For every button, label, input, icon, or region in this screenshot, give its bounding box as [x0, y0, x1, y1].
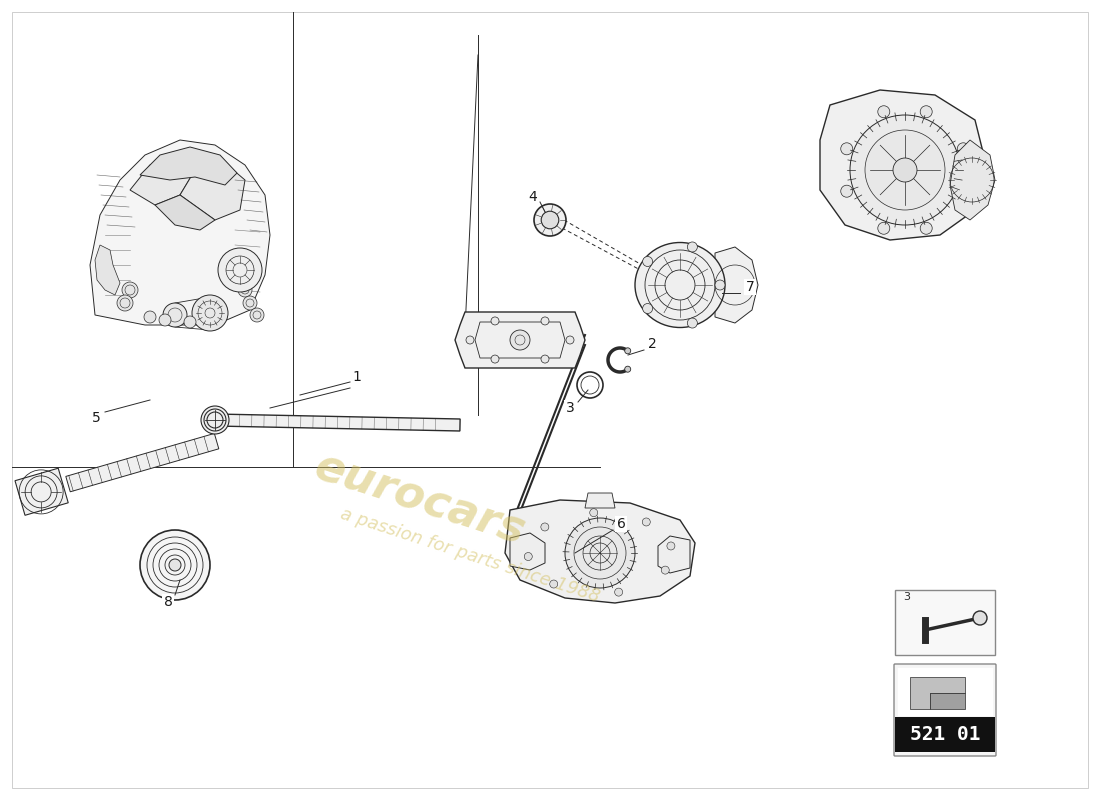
Text: 7: 7	[746, 280, 755, 294]
Circle shape	[144, 311, 156, 323]
Text: 2: 2	[648, 337, 657, 351]
Polygon shape	[66, 434, 219, 492]
Circle shape	[466, 336, 474, 344]
Polygon shape	[155, 195, 214, 230]
Circle shape	[642, 303, 652, 314]
Circle shape	[661, 566, 669, 574]
Circle shape	[878, 106, 890, 118]
Circle shape	[160, 314, 170, 326]
Circle shape	[491, 317, 499, 325]
Polygon shape	[910, 677, 965, 709]
Circle shape	[122, 282, 138, 298]
Circle shape	[201, 406, 229, 434]
Circle shape	[921, 222, 932, 234]
Text: a passion for parts since 1988: a passion for parts since 1988	[338, 505, 602, 606]
Circle shape	[491, 355, 499, 363]
Polygon shape	[505, 500, 695, 603]
Text: 6: 6	[617, 517, 626, 531]
Circle shape	[957, 142, 969, 154]
Text: eurocars: eurocars	[309, 446, 531, 554]
Circle shape	[615, 588, 623, 596]
Circle shape	[566, 336, 574, 344]
Text: 521 01: 521 01	[910, 726, 980, 745]
Polygon shape	[180, 163, 245, 220]
Polygon shape	[930, 693, 965, 709]
Circle shape	[565, 518, 635, 588]
Circle shape	[642, 518, 650, 526]
Circle shape	[218, 248, 262, 292]
Circle shape	[850, 115, 960, 225]
Text: 3: 3	[565, 401, 574, 415]
Polygon shape	[130, 155, 195, 205]
Circle shape	[893, 158, 917, 182]
Circle shape	[243, 296, 257, 310]
Circle shape	[625, 366, 630, 372]
Ellipse shape	[635, 242, 725, 327]
Text: 5: 5	[91, 411, 100, 425]
Polygon shape	[585, 493, 615, 508]
FancyBboxPatch shape	[894, 664, 996, 756]
Polygon shape	[214, 414, 460, 431]
Circle shape	[163, 303, 187, 327]
Circle shape	[878, 222, 890, 234]
Polygon shape	[90, 140, 270, 325]
Circle shape	[184, 316, 196, 328]
Polygon shape	[715, 247, 758, 323]
Circle shape	[865, 130, 945, 210]
Circle shape	[541, 211, 559, 229]
Text: 4: 4	[529, 190, 538, 204]
Circle shape	[534, 204, 566, 236]
Circle shape	[688, 318, 697, 328]
Circle shape	[238, 283, 252, 297]
Circle shape	[192, 295, 228, 331]
Circle shape	[625, 348, 630, 354]
Circle shape	[715, 280, 725, 290]
Circle shape	[642, 257, 652, 266]
Text: 1: 1	[353, 370, 362, 384]
Polygon shape	[140, 147, 236, 185]
Circle shape	[117, 295, 133, 311]
Circle shape	[250, 308, 264, 322]
Circle shape	[957, 186, 969, 198]
Polygon shape	[455, 312, 585, 368]
Circle shape	[541, 355, 549, 363]
Polygon shape	[820, 90, 984, 240]
Circle shape	[169, 559, 182, 571]
FancyBboxPatch shape	[895, 590, 996, 655]
Circle shape	[510, 330, 530, 350]
Circle shape	[541, 317, 549, 325]
Polygon shape	[950, 140, 996, 220]
Text: 8: 8	[164, 595, 173, 609]
Polygon shape	[510, 533, 544, 570]
Circle shape	[140, 530, 210, 600]
Circle shape	[974, 611, 987, 625]
Circle shape	[550, 580, 558, 588]
Circle shape	[840, 186, 852, 198]
Polygon shape	[658, 536, 690, 573]
Bar	[895, 717, 996, 752]
Circle shape	[541, 523, 549, 531]
Circle shape	[667, 542, 675, 550]
Circle shape	[921, 106, 932, 118]
Circle shape	[840, 142, 852, 154]
Circle shape	[688, 242, 697, 252]
Polygon shape	[15, 468, 68, 515]
Circle shape	[590, 509, 597, 517]
Polygon shape	[95, 245, 120, 295]
Text: 3: 3	[903, 592, 910, 602]
Circle shape	[525, 553, 532, 561]
